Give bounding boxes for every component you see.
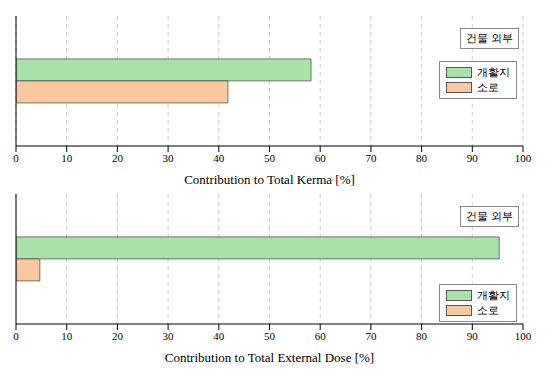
svg-text:30: 30 (163, 330, 175, 342)
html-text:소로: 소로 (477, 304, 499, 316)
svg-text:10: 10 (61, 152, 73, 164)
svg-text:90: 90 (467, 330, 479, 342)
svg-text:50: 50 (264, 152, 276, 164)
svg-text:60: 60 (315, 152, 327, 164)
svg-text:40: 40 (213, 152, 225, 164)
svg-text:40: 40 (213, 330, 225, 342)
svg-text:20: 20 (112, 152, 124, 164)
svg-text:20: 20 (112, 330, 124, 342)
html-text:건물 외부: 건물 외부 (466, 32, 513, 44)
svg-text:50: 50 (264, 330, 276, 342)
svg-text:100: 100 (515, 152, 532, 164)
html-text:개활지: 개활지 (477, 289, 510, 301)
svg-text:60: 60 (315, 330, 327, 342)
html-text:건물 외부: 건물 외부 (466, 210, 513, 222)
svg-text:90: 90 (467, 152, 479, 164)
svg-text:30: 30 (163, 152, 175, 164)
html-text:개활지: 개활지 (477, 66, 510, 78)
svg-text:0: 0 (13, 330, 19, 342)
svg-text:100: 100 (515, 330, 532, 342)
svg-text:Contribution to Total Kerma [%: Contribution to Total Kerma [%] (184, 172, 355, 186)
svg-text:80: 80 (416, 152, 428, 164)
svg-text:10: 10 (61, 330, 73, 342)
svg-text:80: 80 (416, 330, 428, 342)
svg-text:70: 70 (365, 152, 377, 164)
svg-text:Contribution to Total External: Contribution to Total External Dose [%] (165, 350, 374, 364)
svg-text:70: 70 (365, 330, 377, 342)
html-text:소로: 소로 (477, 81, 499, 93)
svg-text:0: 0 (13, 152, 19, 164)
